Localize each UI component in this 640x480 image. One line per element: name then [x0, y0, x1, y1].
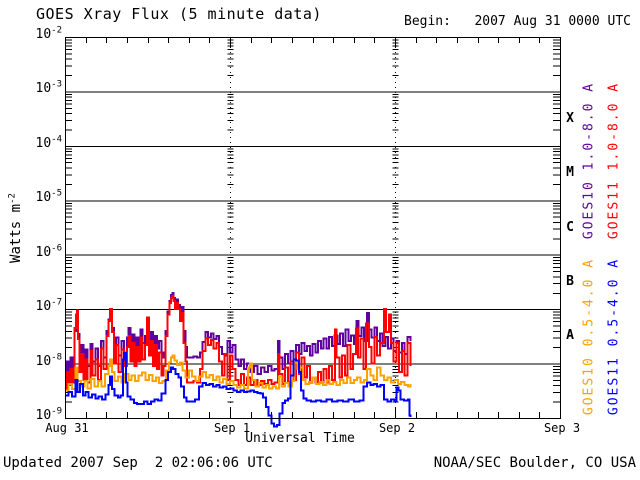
- series-line-goes11-0-5-4-0-a: [65, 352, 412, 428]
- series-line-goes10-0-5-4-0-a: [65, 354, 412, 392]
- y-tick-label-1e-3: 10-3: [35, 80, 63, 97]
- legend-label-goes11-1-0-8-0-a: GOES11 1.0-8.0 A: [606, 81, 622, 240]
- y-axis-label-exponent: -2: [7, 193, 18, 204]
- legend-label-goes11-0-5-4-0-a: GOES11 0.5-4.0 A: [606, 257, 622, 416]
- x-tick-label-sep-3: Sep 3: [543, 421, 581, 435]
- x-axis-label: Universal Time: [245, 431, 355, 446]
- y-tick-label-1e-5: 10-5: [35, 188, 63, 206]
- x-tick-label-sep-2: Sep 2: [378, 421, 416, 435]
- begin-timestamp-label: Begin: 2007 Aug 31 0000 UTC: [404, 14, 631, 29]
- y-tick-label-1e-4: 10-4: [35, 134, 63, 151]
- series-line-goes11-1-0-8-0-a: [65, 294, 412, 390]
- x-tick-label-sep-1: Sep 1: [213, 421, 251, 435]
- y-tick-label-1e-6: 10-6: [35, 243, 63, 260]
- flare-class-m: M: [566, 165, 574, 181]
- legend-label-goes10-1-0-8-0-a: GOES10 1.0-8.0 A: [581, 81, 597, 240]
- source-credit: NOAA/SEC Boulder, CO USA: [433, 455, 636, 471]
- page-title: GOES Xray Flux (5 minute data): [36, 5, 322, 23]
- y-tick-label-1e-8: 10-8: [35, 352, 63, 369]
- flare-class-c: C: [566, 219, 574, 235]
- y-tick-label-1e-9: 10-9: [35, 406, 63, 423]
- flare-class-b: B: [566, 273, 574, 289]
- y-tick-label-1e-7: 10-7: [35, 297, 63, 315]
- legend-label-goes10-0-5-4-0-a: GOES10 0.5-4.0 A: [581, 257, 597, 416]
- flare-class-x: X: [566, 110, 574, 126]
- plot-frame: [65, 37, 561, 419]
- x-tick-label-aug-31: Aug 31: [45, 421, 89, 435]
- y-axis-label: Watts m-2: [7, 158, 24, 298]
- flare-class-a: A: [566, 328, 574, 344]
- updated-timestamp: Updated 2007 Sep 2 02:06:06 UTC: [3, 455, 273, 471]
- y-tick-label-1e-2: 10-2: [35, 25, 63, 42]
